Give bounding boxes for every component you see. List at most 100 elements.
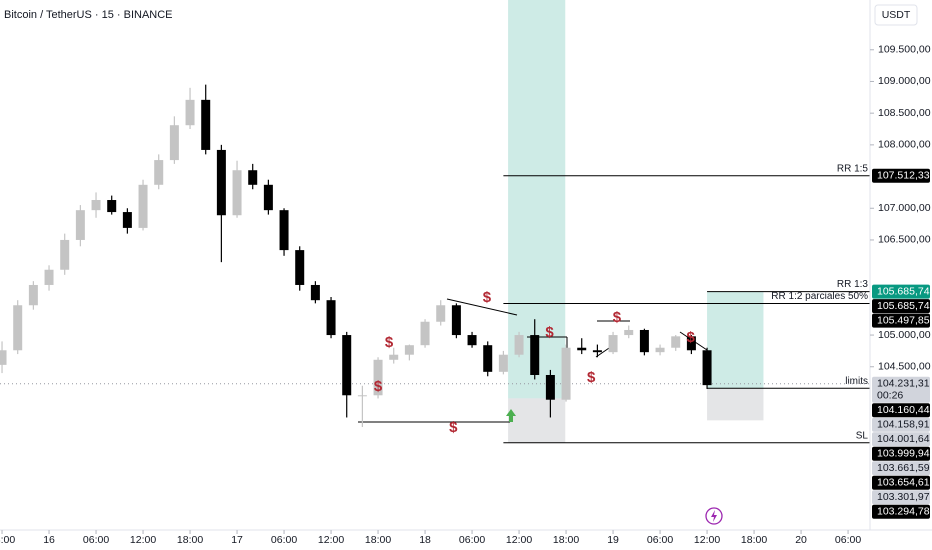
price-label-box <box>872 376 930 403</box>
price-label-box <box>872 504 930 519</box>
candle-body <box>13 305 23 351</box>
price-label: 107.512,33 <box>877 170 930 182</box>
price-label-box <box>872 403 930 418</box>
price-label-box <box>872 432 930 447</box>
price-label: 105.685,74 <box>877 300 930 312</box>
x-tick-label: 12:00 <box>506 534 532 546</box>
x-tick-label: 19 <box>607 534 619 546</box>
trend-line <box>446 298 518 316</box>
price-label-box <box>872 446 930 461</box>
candle-body <box>702 350 712 386</box>
price-label-box <box>872 284 930 299</box>
candle-body <box>0 350 7 365</box>
candle-body <box>310 284 320 301</box>
x-tick-label: 06:00 <box>835 534 861 546</box>
dollar-marker: $ <box>374 378 383 395</box>
candle-body <box>154 160 164 185</box>
dollar-marker: $ <box>613 309 622 326</box>
candle-body <box>357 395 367 397</box>
y-tick-label: 105.000,00 <box>878 329 931 341</box>
dollar-marker: $ <box>449 419 458 436</box>
x-tick-label: 12:00 <box>130 534 156 546</box>
x-tick-label: 18:00 <box>177 534 203 546</box>
y-tick-label: 107.000,00 <box>878 202 931 214</box>
candle-body <box>561 347 571 400</box>
dollar-marker: $ <box>545 324 554 341</box>
x-tick-label: 18:00 <box>365 534 391 546</box>
level-label: limits <box>845 376 868 387</box>
dollar-marker: $ <box>686 329 695 346</box>
x-tick-label: 06:00 <box>271 534 297 546</box>
currency-box[interactable] <box>874 4 918 26</box>
alert-circle[interactable] <box>705 507 723 525</box>
entry-arrow <box>506 409 516 422</box>
dollar-marker: $ <box>483 289 492 306</box>
candle-body <box>389 354 399 360</box>
y-tick-label: 108.500,00 <box>878 107 931 119</box>
price-label: 103.999,94 <box>877 448 930 460</box>
candle-body <box>436 305 446 322</box>
candle-body <box>592 350 602 353</box>
stop-zone <box>707 388 764 421</box>
candle-body <box>373 359 383 396</box>
dollar-marker: $ <box>385 334 394 351</box>
price-label: 103.654,61 <box>877 477 930 489</box>
candle-body <box>404 345 414 355</box>
price-label: 105.497,85 <box>877 314 930 326</box>
price-label: 103.661,59 <box>877 462 930 474</box>
candle-body <box>232 170 242 216</box>
candle-body <box>44 269 54 285</box>
price-label: 103.294,78 <box>877 506 930 518</box>
level-label: RR 1:3 <box>837 279 869 290</box>
candle-body <box>342 335 352 396</box>
candle-body <box>122 212 132 228</box>
price-label: 103.301,97 <box>877 491 930 503</box>
x-tick-label: 18 <box>419 534 431 546</box>
price-label-box <box>872 417 930 432</box>
candle-body <box>514 335 524 355</box>
price-label: 104.001,64 <box>877 433 930 445</box>
stop-zone <box>508 398 566 443</box>
candle-body <box>420 321 430 346</box>
candle-body <box>138 184 148 228</box>
candle-body <box>577 347 587 351</box>
x-tick-label: 06:00 <box>459 534 485 546</box>
price-label-box <box>872 461 930 476</box>
level-label: RR 1:5 <box>837 163 869 174</box>
candle-body <box>655 347 665 353</box>
candle-body <box>75 210 85 240</box>
price-label-box <box>872 475 930 490</box>
x-tick-label: 06:00 <box>647 534 673 546</box>
x-tick-label: 20 <box>795 534 807 546</box>
countdown: 00:26 <box>877 390 903 402</box>
candle-body <box>483 345 493 372</box>
level-label: SL <box>856 430 869 441</box>
dollar-marker: $ <box>587 369 596 386</box>
candle-body <box>216 149 226 216</box>
candle-body <box>608 335 618 353</box>
x-tick-label: 18:00 <box>741 534 767 546</box>
alert-icon[interactable] <box>705 507 723 525</box>
y-tick-label: 106.500,00 <box>878 234 931 246</box>
candle-body <box>279 210 289 251</box>
axes: 109.500,00 109.000,00 108.500,00 108.000,00… <box>0 44 931 546</box>
candle-body <box>185 99 195 126</box>
candle-body <box>263 184 273 211</box>
price-label: 104.231,31 <box>877 378 930 390</box>
x-tick-label: 06:00 <box>83 534 109 546</box>
y-tick-label: 104.500,00 <box>878 361 931 373</box>
price-label-box <box>872 313 930 328</box>
currency[interactable]: USDT <box>882 9 911 21</box>
alert-bolt[interactable] <box>711 510 717 522</box>
x-tick-label: 16 <box>43 534 55 546</box>
chart-title: Bitcoin / TetherUS · 15 · BINANCE <box>4 9 173 21</box>
price-label: 105.685,74 <box>877 285 930 297</box>
candle-body <box>248 170 258 185</box>
candle-body <box>326 300 336 336</box>
level-label: RR 1:2 parciales 50% <box>771 291 868 302</box>
x-tick-label: 12:00 <box>318 534 344 546</box>
target-zone <box>508 0 566 399</box>
x-tick-label: 18:00 <box>0 534 15 546</box>
candle-body <box>671 336 681 348</box>
plot-area: RR 1:5 RR 1:3RR 1:2 parciales 50% limits SL… <box>0 0 870 444</box>
